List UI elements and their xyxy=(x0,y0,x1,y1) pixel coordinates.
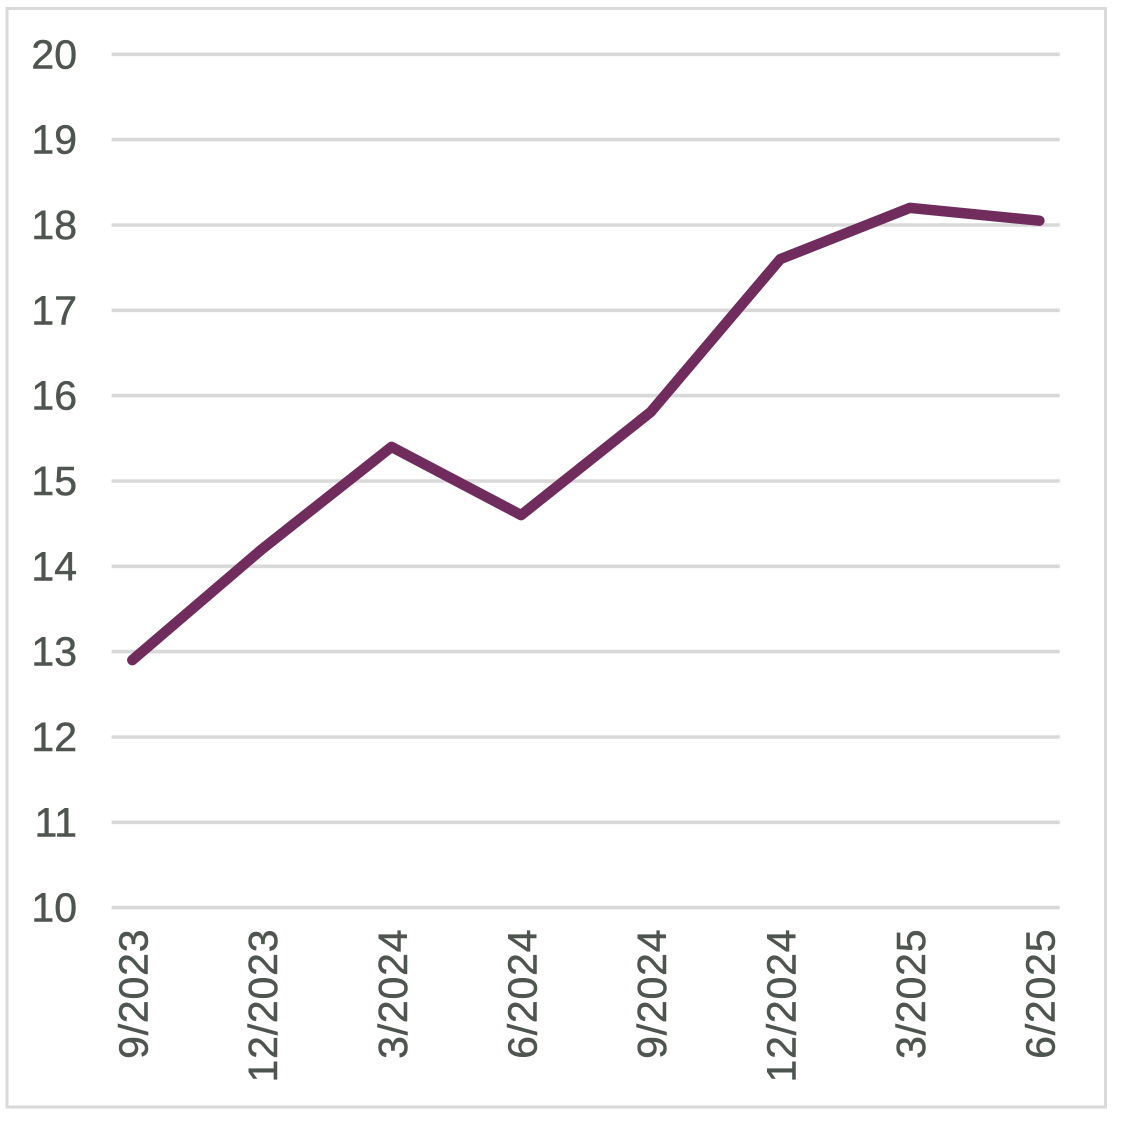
svg-text:9/2024: 9/2024 xyxy=(629,929,675,1059)
svg-text:17: 17 xyxy=(31,287,77,333)
svg-text:10: 10 xyxy=(31,885,77,931)
svg-text:6/2024: 6/2024 xyxy=(499,929,545,1059)
svg-text:16: 16 xyxy=(31,373,77,419)
svg-text:9/2023: 9/2023 xyxy=(111,929,157,1059)
svg-text:6/2025: 6/2025 xyxy=(1018,929,1064,1059)
svg-text:3/2025: 3/2025 xyxy=(888,929,934,1059)
svg-text:18: 18 xyxy=(31,202,77,248)
svg-text:12/2023: 12/2023 xyxy=(240,929,286,1083)
svg-text:19: 19 xyxy=(31,117,77,163)
svg-text:12: 12 xyxy=(31,714,77,760)
svg-text:12/2024: 12/2024 xyxy=(759,929,805,1083)
svg-text:15: 15 xyxy=(31,458,77,504)
svg-text:11: 11 xyxy=(34,799,77,845)
svg-text:3/2024: 3/2024 xyxy=(370,929,416,1059)
svg-text:20: 20 xyxy=(31,31,77,77)
svg-text:14: 14 xyxy=(31,543,77,589)
svg-text:13: 13 xyxy=(31,629,77,675)
